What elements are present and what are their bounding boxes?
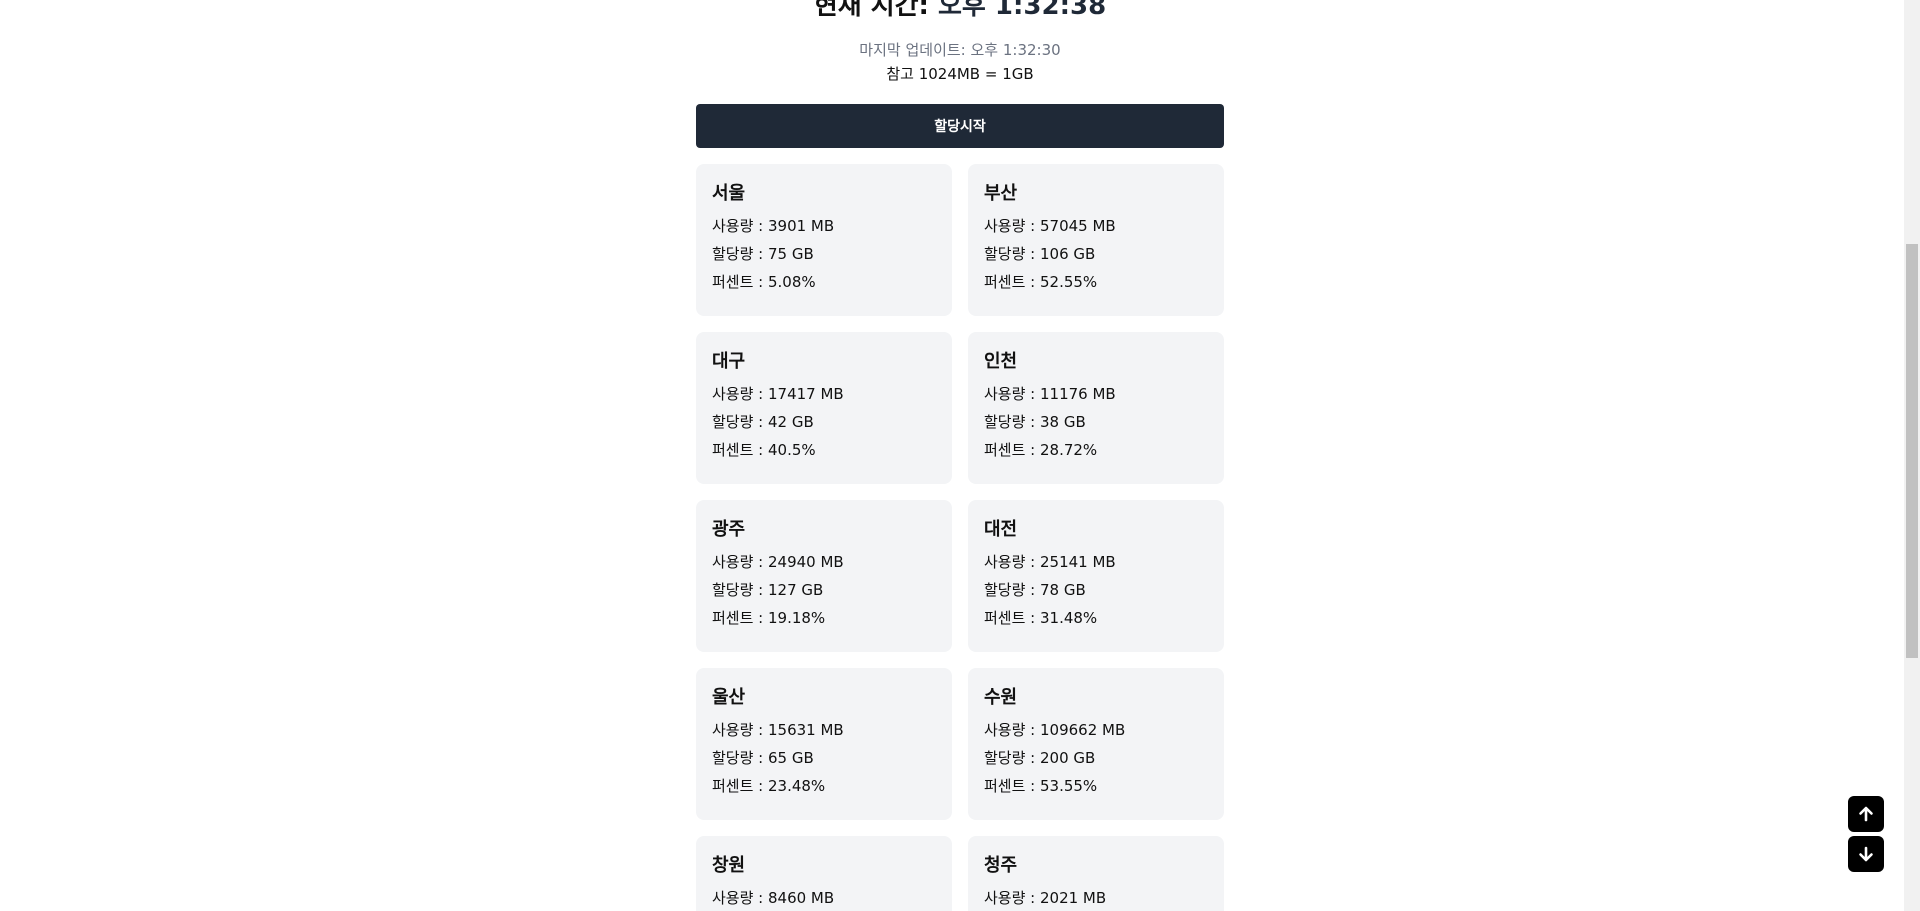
region-usage: 사용량 : 3901 MB — [712, 217, 835, 235]
region-percent: 퍼센트 : 53.55% — [984, 777, 1098, 795]
scrollbar-thumb[interactable] — [1906, 244, 1918, 658]
current-time-label: 현재 시간: — [813, 0, 929, 21]
region-percent: 퍼센트 : 23.48% — [712, 777, 826, 795]
region-name: 울산 — [712, 687, 746, 708]
region-card: 청주 사용량 : 2021 MB — [968, 836, 1224, 911]
region-quota: 할당량 : 106 GB — [984, 245, 1096, 263]
region-name: 청주 — [984, 855, 1018, 876]
region-usage: 사용량 : 109662 MB — [984, 721, 1126, 739]
vertical-scrollbar[interactable] — [1904, 0, 1920, 911]
region-card: 울산 사용량 : 15631 MB 할당량 : 65 GB 퍼센트 : 23.4… — [696, 668, 952, 820]
main-content: 현재 시간: 오후 1:32:38 마지막 업데이트: 오후 1:32:30 참… — [696, 0, 1224, 911]
region-name: 부산 — [984, 183, 1018, 204]
region-quota: 할당량 : 200 GB — [984, 749, 1096, 767]
region-name: 인천 — [984, 351, 1018, 372]
region-name: 대전 — [984, 519, 1018, 540]
region-quota: 할당량 : 127 GB — [712, 581, 824, 599]
region-usage: 사용량 : 2021 MB — [984, 889, 1107, 907]
region-quota: 할당량 : 75 GB — [712, 245, 814, 263]
region-card: 부산 사용량 : 57045 MB 할당량 : 106 GB 퍼센트 : 52.… — [968, 164, 1224, 316]
region-name: 대구 — [712, 351, 746, 372]
start-allocation-button[interactable]: 할당시작 — [696, 104, 1224, 148]
region-usage: 사용량 : 17417 MB — [712, 385, 844, 403]
last-update-text: 마지막 업데이트: 오후 1:32:30 — [859, 41, 1061, 59]
region-name: 광주 — [712, 519, 746, 540]
region-quota: 할당량 : 65 GB — [712, 749, 814, 767]
scroll-to-bottom-button[interactable] — [1848, 836, 1884, 872]
region-quota: 할당량 : 78 GB — [984, 581, 1086, 599]
region-name: 서울 — [712, 183, 746, 204]
region-card: 광주 사용량 : 24940 MB 할당량 : 127 GB 퍼센트 : 19.… — [696, 500, 952, 652]
region-card: 대구 사용량 : 17417 MB 할당량 : 42 GB 퍼센트 : 40.5… — [696, 332, 952, 484]
region-usage: 사용량 : 25141 MB — [984, 553, 1116, 571]
region-percent: 퍼센트 : 40.5% — [712, 441, 816, 459]
current-time-value: 오후 1:32:38 — [938, 0, 1107, 21]
region-usage: 사용량 : 11176 MB — [984, 385, 1116, 403]
region-card: 인천 사용량 : 11176 MB 할당량 : 38 GB 퍼센트 : 28.7… — [968, 332, 1224, 484]
region-name: 수원 — [984, 687, 1018, 708]
region-name: 창원 — [712, 855, 746, 876]
region-percent: 퍼센트 : 31.48% — [984, 609, 1098, 627]
region-card-grid: 서울 사용량 : 3901 MB 할당량 : 75 GB 퍼센트 : 5.08%… — [696, 164, 1224, 911]
region-card: 창원 사용량 : 8460 MB — [696, 836, 952, 911]
unit-note: 참고 1024MB = 1GB — [886, 65, 1034, 83]
current-time: 현재 시간: 오후 1:32:38 — [696, 0, 1224, 26]
region-usage: 사용량 : 57045 MB — [984, 217, 1116, 235]
region-percent: 퍼센트 : 28.72% — [984, 441, 1098, 459]
scroll-to-top-button[interactable] — [1848, 796, 1884, 832]
region-card: 수원 사용량 : 109662 MB 할당량 : 200 GB 퍼센트 : 53… — [968, 668, 1224, 820]
arrow-down-icon — [1859, 846, 1873, 862]
region-card: 서울 사용량 : 3901 MB 할당량 : 75 GB 퍼센트 : 5.08% — [696, 164, 952, 316]
region-percent: 퍼센트 : 5.08% — [712, 273, 816, 291]
arrow-up-icon — [1859, 806, 1873, 822]
region-usage: 사용량 : 8460 MB — [712, 889, 835, 907]
region-card: 대전 사용량 : 25141 MB 할당량 : 78 GB 퍼센트 : 31.4… — [968, 500, 1224, 652]
region-percent: 퍼센트 : 52.55% — [984, 273, 1098, 291]
region-usage: 사용량 : 24940 MB — [712, 553, 844, 571]
region-quota: 할당량 : 42 GB — [712, 413, 814, 431]
region-usage: 사용량 : 15631 MB — [712, 721, 844, 739]
region-percent: 퍼센트 : 19.18% — [712, 609, 826, 627]
region-quota: 할당량 : 38 GB — [984, 413, 1086, 431]
